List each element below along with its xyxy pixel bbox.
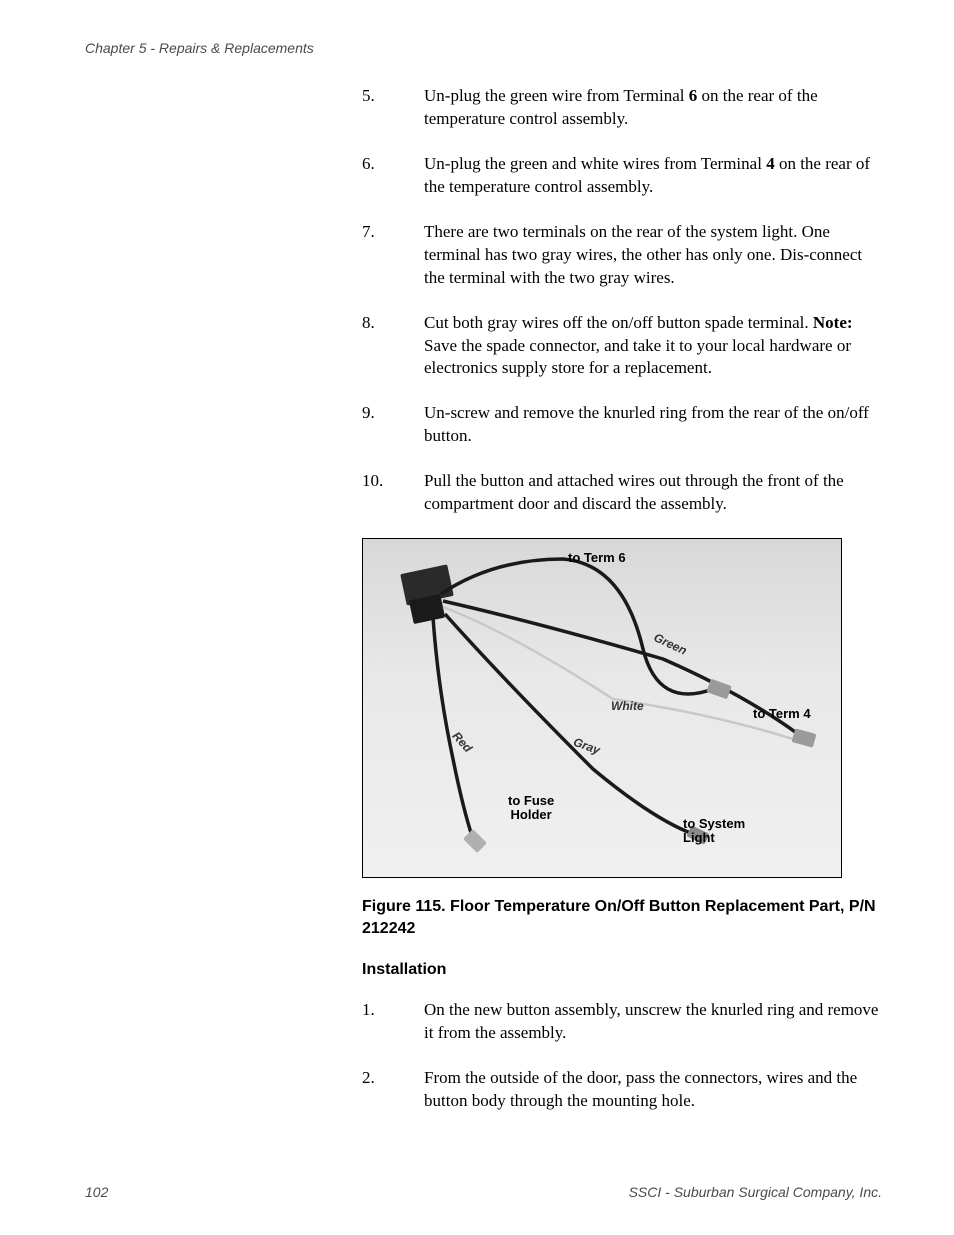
step-number: 7. <box>362 221 424 290</box>
step-text: Un-plug the green and white wires from T… <box>424 153 882 199</box>
step-number: 8. <box>362 312 424 381</box>
install-step-1: 1. On the new button assembly, unscrew t… <box>362 999 882 1045</box>
label-system: to System Light <box>683 817 745 846</box>
label-fuse: to Fuse Holder <box>508 794 554 823</box>
label-term4: to Term 4 <box>753 707 811 721</box>
step-6: 6. Un-plug the green and white wires fro… <box>362 153 882 199</box>
step-text: There are two terminals on the rear of t… <box>424 221 882 290</box>
text-pre: Cut both gray wires off the on/off butto… <box>424 313 813 332</box>
terminal-6: 6 <box>689 86 698 105</box>
figure-caption: Figure 115. Floor Temperature On/Off But… <box>362 896 882 939</box>
step-10: 10. Pull the button and attached wires o… <box>362 470 882 516</box>
figure-115: to Term 6 to Term 4 to Fuse Holder to Sy… <box>362 538 882 878</box>
installation-heading: Installation <box>362 961 882 979</box>
step-text: Pull the button and attached wires out t… <box>424 470 882 516</box>
step-5: 5. Un-plug the green wire from Terminal … <box>362 85 882 131</box>
step-text: Un-screw and remove the knurled ring fro… <box>424 402 882 448</box>
step-7: 7. There are two terminals on the rear o… <box>362 221 882 290</box>
step-text: From the outside of the door, pass the c… <box>424 1067 882 1113</box>
step-8: 8. Cut both gray wires off the on/off bu… <box>362 312 882 381</box>
label-term6: to Term 6 <box>568 551 626 565</box>
step-number: 9. <box>362 402 424 448</box>
step-text: On the new button assembly, unscrew the … <box>424 999 882 1045</box>
step-9: 9. Un-screw and remove the knurled ring … <box>362 402 882 448</box>
text-pre: Un-plug the green wire from Terminal <box>424 86 689 105</box>
main-content: 5. Un-plug the green wire from Terminal … <box>362 85 882 1135</box>
step-number: 2. <box>362 1067 424 1113</box>
step-number: 10. <box>362 470 424 516</box>
step-text: Cut both gray wires off the on/off butto… <box>424 312 882 381</box>
step-text: Un-plug the green wire from Terminal 6 o… <box>424 85 882 131</box>
text-pre: Un-plug the green and white wires from T… <box>424 154 766 173</box>
page-number: 102 <box>85 1184 108 1200</box>
step-number: 5. <box>362 85 424 131</box>
step-number: 6. <box>362 153 424 199</box>
note-text: Save the spade connector, and take it to… <box>424 336 851 378</box>
install-step-2: 2. From the outside of the door, pass th… <box>362 1067 882 1113</box>
wiring-diagram: to Term 6 to Term 4 to Fuse Holder to Sy… <box>362 538 842 878</box>
wire-white: White <box>611 699 644 713</box>
chapter-header: Chapter 5 - Repairs & Replacements <box>85 40 314 56</box>
company-footer: SSCI - Suburban Surgical Company, Inc. <box>629 1184 882 1200</box>
terminal-4: 4 <box>766 154 775 173</box>
note-label: Note: <box>813 313 853 332</box>
step-number: 1. <box>362 999 424 1045</box>
